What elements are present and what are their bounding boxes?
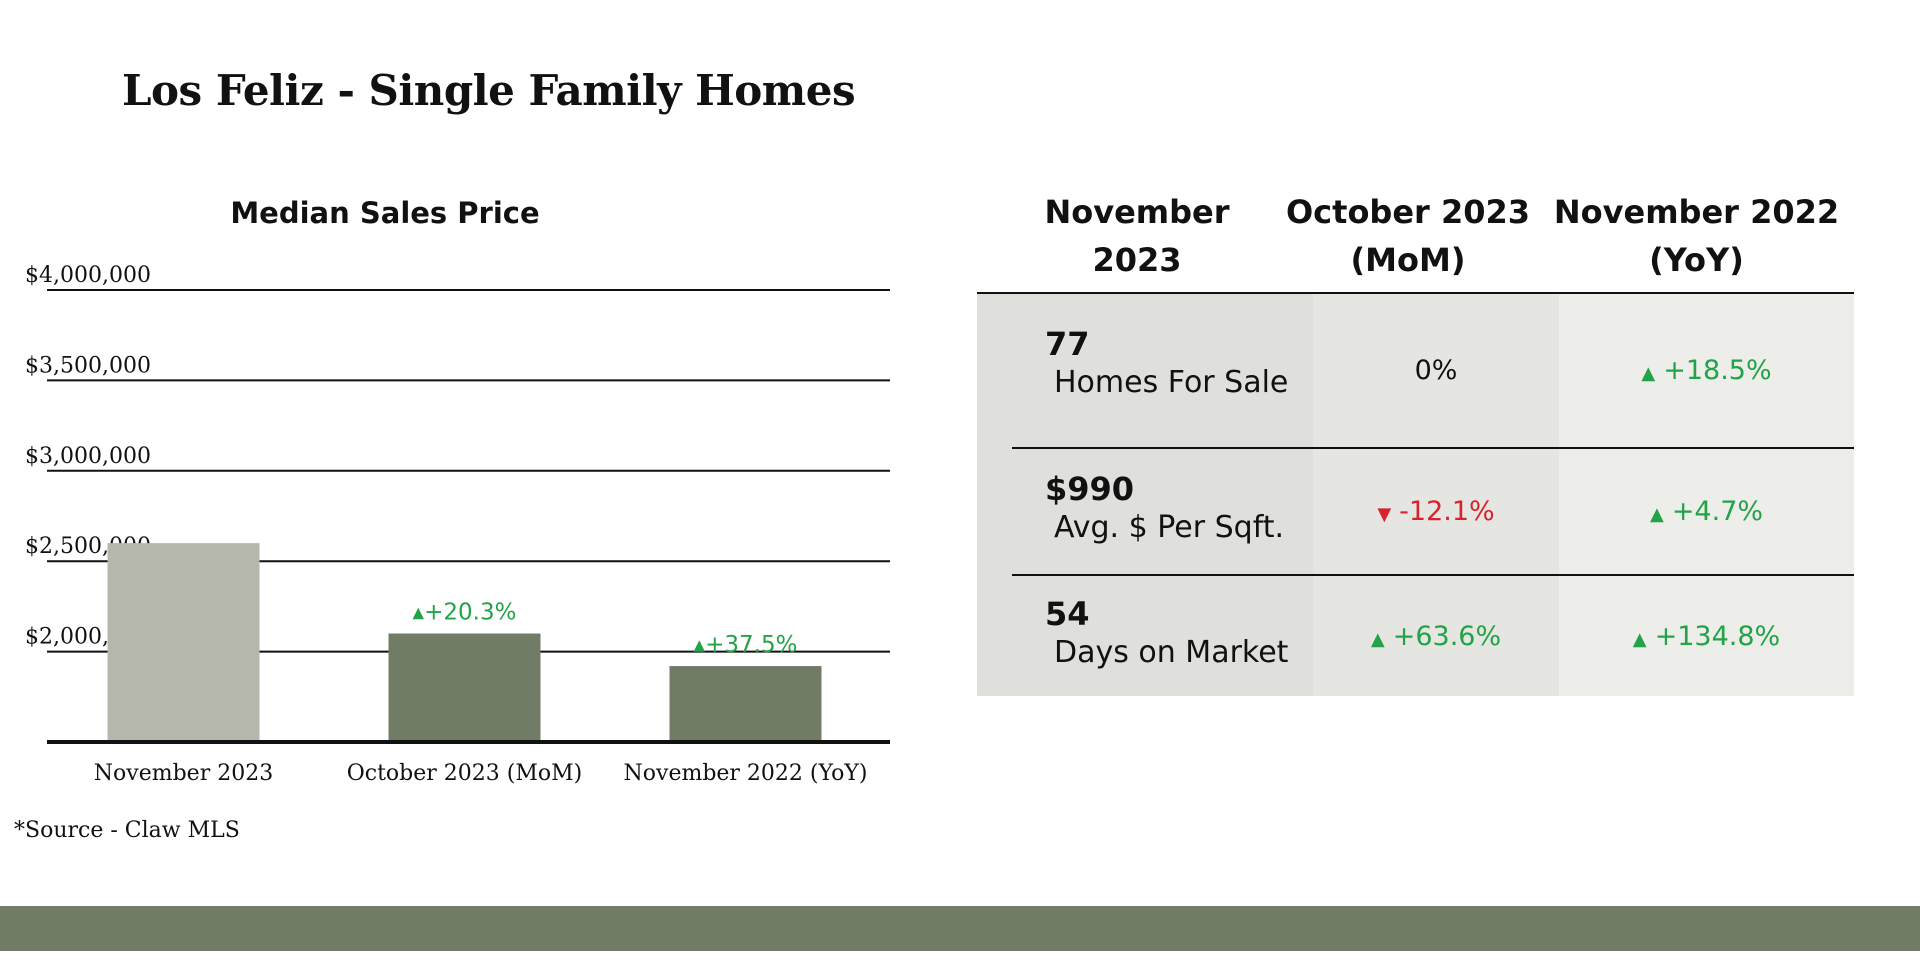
- x-tick-label: November 2023: [94, 761, 273, 786]
- footer-bar: [0, 906, 1920, 951]
- header-mom: October 2023 (MoM): [1285, 193, 1531, 279]
- metric-days-on-market: 54 Days on Market: [1045, 594, 1288, 672]
- bar: [669, 666, 822, 742]
- header-yoy: November 2022 (YoY): [1553, 193, 1840, 279]
- mom-cell: ▼ -12.1%: [1313, 449, 1559, 574]
- yoy-cell: ▲ +134.8%: [1559, 576, 1854, 696]
- metric-label: Days on Market: [1054, 635, 1289, 670]
- yoy-cell: ▲ +18.5%: [1559, 294, 1854, 447]
- triangle-down-icon: ▼: [1377, 504, 1392, 525]
- mom-cell: ▲ +63.6%: [1313, 576, 1559, 696]
- page-title: Los Feliz - Single Family Homes: [122, 66, 856, 115]
- metric-value: 77: [1045, 325, 1090, 363]
- yoy-value: +4.7%: [1671, 496, 1764, 527]
- column-bg-yoy: [1559, 294, 1854, 696]
- table-row: $990 Avg. $ Per Sqft. ▼ -12.1% ▲ +4.7%: [977, 449, 1854, 574]
- stats-table: November 2023 October 2023 (MoM) November…: [977, 180, 1854, 696]
- y-tick-label: $4,000,000: [25, 263, 151, 288]
- triangle-up-icon: ▲: [1370, 628, 1385, 650]
- bar: [388, 633, 541, 742]
- metric-value: 54: [1045, 595, 1090, 633]
- bar: [107, 543, 260, 742]
- table-row: 77 Homes For Sale 0% ▲ +18.5%: [977, 294, 1854, 447]
- metric-label: Homes For Sale: [1054, 365, 1289, 400]
- mom-value: +63.6%: [1392, 620, 1502, 652]
- mom-value: -12.1%: [1399, 496, 1495, 527]
- row-divider: [1012, 574, 1854, 576]
- mom-value: 0%: [1414, 355, 1458, 386]
- column-bg-current: [977, 294, 1313, 696]
- table-body: 77 Homes For Sale 0% ▲ +18.5% $990 Avg. $…: [977, 294, 1854, 696]
- median-sales-price-chart: $2,000,000$2,500,000$3,000,000$3,500,000…: [25, 263, 890, 786]
- table-header: November 2023 October 2023 (MoM) November…: [977, 180, 1854, 294]
- metric-avg-price-per-sqft: $990 Avg. $ Per Sqft.: [1045, 469, 1284, 547]
- row-divider: [1012, 447, 1854, 449]
- data-label: ▴+37.5%: [694, 632, 798, 658]
- triangle-up-icon: ▲: [1641, 363, 1656, 384]
- yoy-cell: ▲ +4.7%: [1559, 449, 1854, 574]
- metric-homes-for-sale: 77 Homes For Sale: [1045, 324, 1288, 402]
- triangle-up-icon: ▲: [1632, 628, 1647, 650]
- y-tick-label: $3,500,000: [25, 353, 151, 378]
- yoy-value: +18.5%: [1663, 355, 1772, 386]
- x-tick-label: October 2023 (MoM): [347, 761, 583, 786]
- column-bg-mom: [1313, 294, 1559, 696]
- triangle-up-icon: ▲: [1649, 504, 1664, 525]
- x-tick-label: November 2022 (YoY): [624, 761, 868, 786]
- mom-cell: 0%: [1313, 294, 1559, 447]
- metric-value: $990: [1045, 470, 1135, 508]
- yoy-value: +134.8%: [1654, 620, 1781, 652]
- header-current: November 2023: [1044, 193, 1230, 279]
- source-note: *Source - Claw MLS: [14, 818, 240, 843]
- metric-label: Avg. $ Per Sqft.: [1054, 510, 1285, 545]
- data-label: ▴+20.3%: [413, 600, 517, 626]
- y-tick-label: $3,000,000: [25, 444, 151, 469]
- chart-title: Median Sales Price: [230, 196, 540, 230]
- table-row: 54 Days on Market ▲ +63.6% ▲ +134.8%: [977, 576, 1854, 696]
